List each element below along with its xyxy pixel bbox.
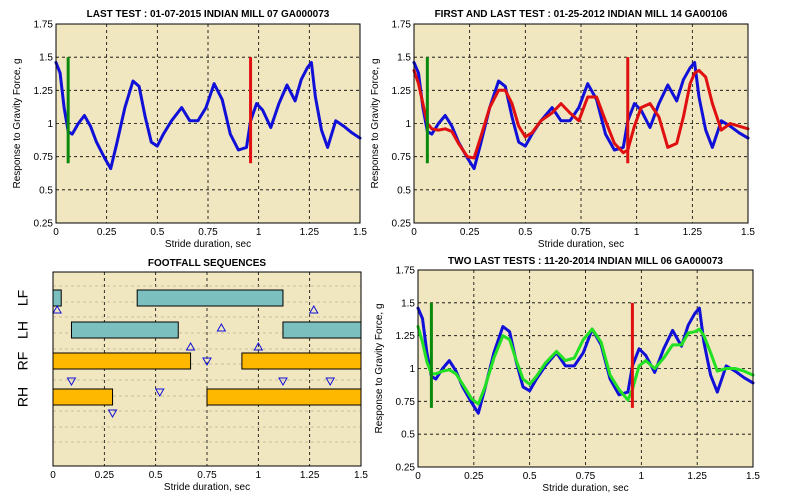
foot-event-triangle: [202, 357, 212, 367]
x-tick-label: 0.5: [523, 471, 537, 482]
y-tick-label: 1.25: [34, 86, 54, 97]
x-axis-label: Stride duration, sec: [165, 239, 251, 250]
limb-row-label: LH: [15, 321, 31, 339]
series-line-blue: [54, 61, 362, 171]
footfall-bar-rh: [52, 388, 114, 406]
y-tick-label: 0.5: [401, 430, 415, 441]
limb-row-label: RF: [15, 352, 31, 371]
foot-event-triangle: [253, 341, 264, 351]
y-tick-label: 1.75: [34, 20, 54, 31]
y-tick-label: 1.5: [401, 298, 415, 309]
foot-event-triangle: [52, 304, 62, 314]
x-tick-label: 1.25: [683, 227, 703, 238]
y-tick-label: 1.25: [396, 331, 416, 342]
chart-title: FIRST AND LAST TEST : 01-25-2012 INDIAN …: [435, 9, 728, 20]
x-tick-label: 0.25: [97, 227, 117, 238]
y-tick-label: 0.5: [397, 185, 411, 196]
footfall-bar-rh: [206, 388, 362, 406]
foot-event-triangle: [107, 409, 118, 419]
y-tick-label: 1.5: [397, 53, 411, 64]
y-tick-label: 1.75: [396, 266, 416, 277]
x-tick-label: 1: [256, 227, 262, 238]
x-tick-label: 0.75: [198, 227, 218, 238]
chart-tl: LAST TEST : 01-07-2015 INDIAN MILL 07 GA…: [12, 9, 367, 250]
y-axis-label: Response to Gravity Force, g: [374, 303, 385, 433]
x-tick-label: 1.5: [746, 471, 760, 482]
plot-frame: [413, 23, 749, 224]
foot-event-triangle: [216, 322, 227, 332]
foot-event-triangle: [154, 388, 165, 398]
limb-row-label: RH: [15, 387, 31, 407]
plot-frame: [55, 23, 361, 224]
foot-event-triangle: [66, 377, 77, 387]
x-tick-label: 1.25: [300, 227, 320, 238]
x-tick-label: 0: [415, 471, 421, 482]
chart-title: TWO LAST TESTS : 11-20-2014 INDIAN MILL …: [448, 256, 723, 267]
foot-event-triangle: [278, 377, 288, 387]
series-line-bright-green: [416, 325, 755, 406]
footfall-bar-lf: [136, 289, 284, 307]
footfall-bar-lh: [282, 321, 362, 339]
x-tick-label: 0.25: [460, 227, 480, 238]
chart-title: LAST TEST : 01-07-2015 INDIAN MILL 07 GA…: [87, 9, 330, 20]
foot-event-triangle: [325, 377, 336, 387]
x-tick-label: 0.25: [464, 471, 484, 482]
x-tick-label: 1.5: [353, 227, 367, 238]
y-tick-label: 0.25: [396, 463, 416, 474]
x-tick-label: 1: [639, 471, 645, 482]
footfall-bar-lh: [70, 321, 179, 339]
chart-tr: FIRST AND LAST TEST : 01-25-2012 INDIAN …: [370, 9, 755, 250]
y-tick-label: 0.25: [392, 219, 412, 230]
y-tick-label: 0.25: [34, 219, 54, 230]
y-tick-label: 1.25: [392, 86, 412, 97]
x-tick-label: 1: [634, 227, 640, 238]
y-tick-label: 1.75: [392, 20, 412, 31]
series-line-red: [412, 68, 750, 160]
x-axis-label: Stride duration, sec: [164, 482, 250, 493]
footfall-bar-rf: [52, 352, 192, 370]
y-tick-label: 0.75: [392, 152, 412, 163]
x-tick-label: 0.5: [518, 227, 532, 238]
x-tick-label: 1.5: [741, 227, 755, 238]
footfall-bar-lf: [52, 289, 62, 307]
y-tick-label: 0.75: [396, 397, 416, 408]
footfall-bar-rf: [241, 352, 362, 370]
foot-event-triangle: [308, 304, 319, 314]
x-tick-label: 1.25: [300, 470, 320, 481]
y-axis-label: Response to Gravity Force, g: [370, 58, 381, 188]
x-tick-label: 0.75: [576, 471, 596, 482]
x-tick-label: 0.5: [150, 227, 164, 238]
y-tick-label: 1: [409, 364, 415, 375]
y-axis-label: Response to Gravity Force, g: [12, 58, 23, 188]
x-axis-label: Stride duration, sec: [542, 483, 628, 494]
x-tick-label: 0.25: [95, 470, 115, 481]
y-tick-label: 1.5: [39, 53, 53, 64]
plot-frame: [417, 269, 754, 468]
x-tick-label: 1: [256, 470, 262, 481]
y-tick-label: 1: [47, 119, 53, 130]
chart-br: TWO LAST TESTS : 11-20-2014 INDIAN MILL …: [374, 256, 760, 494]
y-tick-label: 1: [405, 119, 411, 130]
x-axis-label: Stride duration, sec: [538, 239, 624, 250]
x-tick-label: 0.5: [149, 470, 163, 481]
x-tick-label: 0.75: [197, 470, 217, 481]
chart-title: FOOTFALL SEQUENCES: [148, 258, 266, 269]
x-tick-label: 0: [53, 227, 59, 238]
x-tick-label: 0.75: [571, 227, 591, 238]
y-tick-label: 0.5: [39, 185, 53, 196]
x-tick-label: 0: [50, 470, 56, 481]
foot-event-triangle: [185, 341, 196, 351]
series-line-blue: [412, 61, 750, 171]
x-tick-label: 1.5: [354, 470, 368, 481]
x-tick-label: 1.25: [687, 471, 707, 482]
plot-frame: [52, 271, 362, 467]
y-tick-label: 0.75: [34, 152, 54, 163]
chart-bl: FOOTFALL SEQUENCES 0 0.25 0.5 0.75 1 1.25 1.5 St…: [15, 258, 369, 493]
limb-row-label: LF: [15, 290, 31, 306]
x-tick-label: 0: [411, 227, 417, 238]
